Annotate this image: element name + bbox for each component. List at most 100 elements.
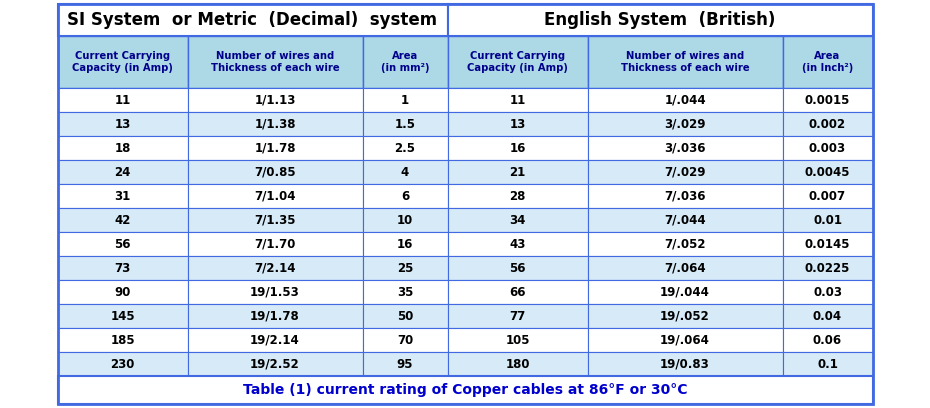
Text: Area
(in Inch²): Area (in Inch²) — [802, 51, 853, 73]
Bar — [58, 36, 188, 88]
Bar — [58, 352, 188, 376]
Bar — [588, 280, 782, 304]
Bar — [58, 136, 188, 160]
Bar — [447, 136, 588, 160]
Bar — [782, 184, 872, 208]
Bar — [782, 328, 872, 352]
Text: 19/0.83: 19/0.83 — [660, 357, 710, 370]
Text: 0.003: 0.003 — [809, 142, 846, 155]
Text: 77: 77 — [510, 310, 525, 322]
Bar — [588, 232, 782, 256]
Text: English System  (British): English System (British) — [544, 11, 776, 29]
Text: 1: 1 — [401, 93, 409, 106]
Bar — [363, 112, 447, 136]
Bar — [588, 112, 782, 136]
Bar — [188, 36, 363, 88]
Text: 7/.052: 7/.052 — [664, 237, 706, 251]
Bar — [58, 160, 188, 184]
Text: 43: 43 — [510, 237, 525, 251]
Text: 21: 21 — [510, 166, 525, 179]
Bar — [782, 352, 872, 376]
Bar — [363, 136, 447, 160]
Text: 6: 6 — [401, 189, 409, 202]
Text: 11: 11 — [114, 93, 130, 106]
Text: 16: 16 — [510, 142, 525, 155]
Text: 180: 180 — [505, 357, 530, 370]
Text: 7/2.14: 7/2.14 — [254, 262, 296, 275]
Bar — [58, 280, 188, 304]
Text: 0.0015: 0.0015 — [804, 93, 850, 106]
Bar — [447, 160, 588, 184]
Bar — [58, 232, 188, 256]
Text: 0.0145: 0.0145 — [804, 237, 850, 251]
Text: 19/1.53: 19/1.53 — [250, 286, 299, 299]
Bar — [58, 376, 872, 404]
Bar — [588, 328, 782, 352]
Bar — [363, 36, 447, 88]
Bar — [58, 4, 447, 36]
Bar — [447, 36, 588, 88]
Bar — [447, 304, 588, 328]
Text: Number of wires and
Thickness of each wire: Number of wires and Thickness of each wi… — [211, 51, 339, 73]
Text: 19/2.52: 19/2.52 — [250, 357, 299, 370]
Text: 56: 56 — [510, 262, 525, 275]
Text: 7/.044: 7/.044 — [664, 213, 706, 226]
Text: Number of wires and
Thickness of each wire: Number of wires and Thickness of each wi… — [620, 51, 750, 73]
Text: 4: 4 — [401, 166, 409, 179]
Bar — [188, 280, 363, 304]
Text: 56: 56 — [114, 237, 131, 251]
Bar — [363, 208, 447, 232]
Text: 10: 10 — [397, 213, 413, 226]
Text: 145: 145 — [110, 310, 135, 322]
Text: 19/1.78: 19/1.78 — [250, 310, 299, 322]
Bar — [588, 160, 782, 184]
Bar — [447, 280, 588, 304]
Bar — [782, 208, 872, 232]
Bar — [58, 4, 872, 404]
Bar — [188, 88, 363, 112]
Text: 19/.052: 19/.052 — [660, 310, 710, 322]
Text: 1/1.38: 1/1.38 — [254, 118, 296, 131]
Text: 90: 90 — [114, 286, 131, 299]
Text: 0.04: 0.04 — [813, 310, 842, 322]
Bar — [188, 112, 363, 136]
Bar — [58, 208, 188, 232]
Bar — [188, 208, 363, 232]
Text: 11: 11 — [510, 93, 525, 106]
Text: Current Carrying
Capacity (in Amp): Current Carrying Capacity (in Amp) — [467, 51, 568, 73]
Bar — [188, 136, 363, 160]
Text: 19/.044: 19/.044 — [660, 286, 710, 299]
Bar — [588, 36, 782, 88]
Bar — [782, 160, 872, 184]
Bar — [782, 232, 872, 256]
Bar — [588, 136, 782, 160]
Bar — [188, 328, 363, 352]
Bar — [782, 280, 872, 304]
Text: 1/.044: 1/.044 — [664, 93, 706, 106]
Text: 1.5: 1.5 — [394, 118, 416, 131]
Bar — [782, 136, 872, 160]
Text: 105: 105 — [505, 333, 530, 346]
Text: 31: 31 — [114, 189, 130, 202]
Bar — [58, 328, 188, 352]
Bar — [188, 184, 363, 208]
Bar — [447, 352, 588, 376]
Bar — [782, 112, 872, 136]
Text: 7/1.70: 7/1.70 — [254, 237, 296, 251]
Bar — [58, 112, 188, 136]
Bar — [588, 304, 782, 328]
Text: 13: 13 — [114, 118, 130, 131]
Bar — [188, 160, 363, 184]
Text: 73: 73 — [114, 262, 130, 275]
Text: 7/.036: 7/.036 — [664, 189, 706, 202]
Text: 50: 50 — [397, 310, 413, 322]
Text: 185: 185 — [110, 333, 135, 346]
Bar — [188, 304, 363, 328]
Bar — [447, 232, 588, 256]
Bar — [782, 256, 872, 280]
Bar — [782, 36, 872, 88]
Text: 35: 35 — [397, 286, 413, 299]
Text: 19/.064: 19/.064 — [660, 333, 710, 346]
Text: 16: 16 — [397, 237, 413, 251]
Bar — [58, 256, 188, 280]
